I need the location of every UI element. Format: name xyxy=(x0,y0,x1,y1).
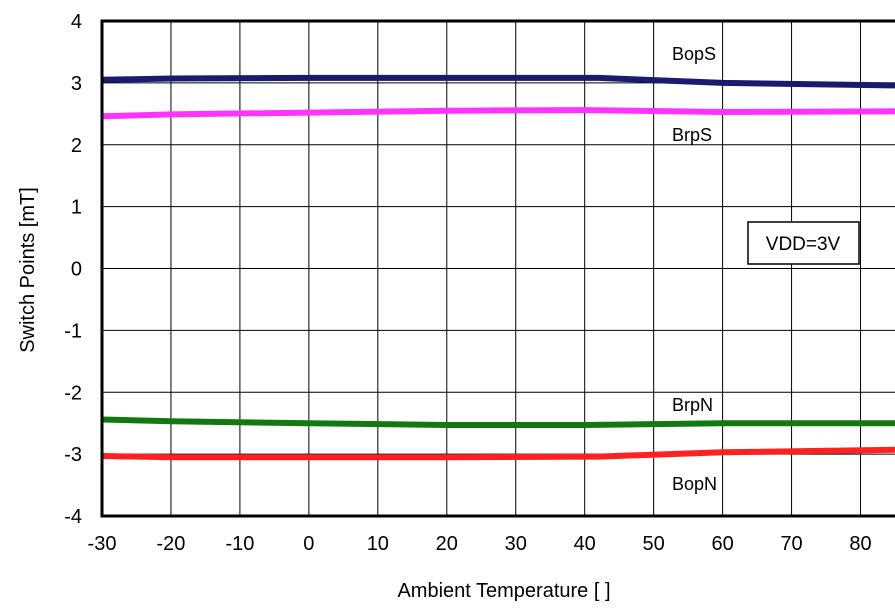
x-tick-label: -30 xyxy=(88,533,117,555)
x-tick-label: 30 xyxy=(505,533,527,555)
y-tick-label: 1 xyxy=(71,197,82,219)
y-tick-label: 0 xyxy=(71,259,82,281)
y-tick-label: -4 xyxy=(64,506,82,528)
series-line-bopn xyxy=(101,446,895,461)
series-label-brps: BrpS xyxy=(672,125,712,145)
y-tick-label: 3 xyxy=(71,73,82,95)
series-label-bops: BopS xyxy=(672,44,716,64)
y-tick-label: -1 xyxy=(64,320,82,342)
series-line-bops xyxy=(101,74,895,89)
series-line-brpn xyxy=(101,416,895,428)
x-axis-title: Ambient Temperature [ ] xyxy=(397,580,610,602)
plot-frame xyxy=(100,19,895,518)
series-layer xyxy=(101,74,895,461)
series-labels: BopS BrpS BrpN BopN xyxy=(672,44,717,494)
y-tick-label: 4 xyxy=(71,11,82,33)
x-tick-label: 60 xyxy=(711,533,733,555)
y-tick-label: 2 xyxy=(71,135,82,157)
x-tick-label: 20 xyxy=(436,533,458,555)
x-tick-label: 80 xyxy=(849,533,871,555)
x-tick-label: 40 xyxy=(574,533,596,555)
x-tick-labels: -30 -20 -10 0 10 20 30 40 50 60 70 80 xyxy=(88,533,872,555)
y-axis-title: Switch Points [mT] xyxy=(17,187,39,353)
grid-lines xyxy=(101,20,895,517)
x-tick-label: 70 xyxy=(780,533,802,555)
y-tick-labels: -4 -3 -2 -1 0 1 2 3 4 xyxy=(64,11,82,528)
annotation-text: VDD=3V xyxy=(766,234,841,255)
x-tick-label: -10 xyxy=(225,533,254,555)
series-label-bopn: BopN xyxy=(672,474,717,494)
y-tick-label: -3 xyxy=(64,444,82,466)
x-tick-label: 10 xyxy=(367,533,389,555)
y-tick-label: -2 xyxy=(64,382,82,404)
x-tick-label: 50 xyxy=(643,533,665,555)
x-tick-label: -20 xyxy=(157,533,186,555)
series-line-brps xyxy=(101,107,895,120)
series-label-brpn: BrpN xyxy=(672,395,713,415)
annotation-box: VDD=3V xyxy=(747,221,860,265)
x-tick-label: 0 xyxy=(303,533,314,555)
annotation-frame xyxy=(747,221,860,265)
